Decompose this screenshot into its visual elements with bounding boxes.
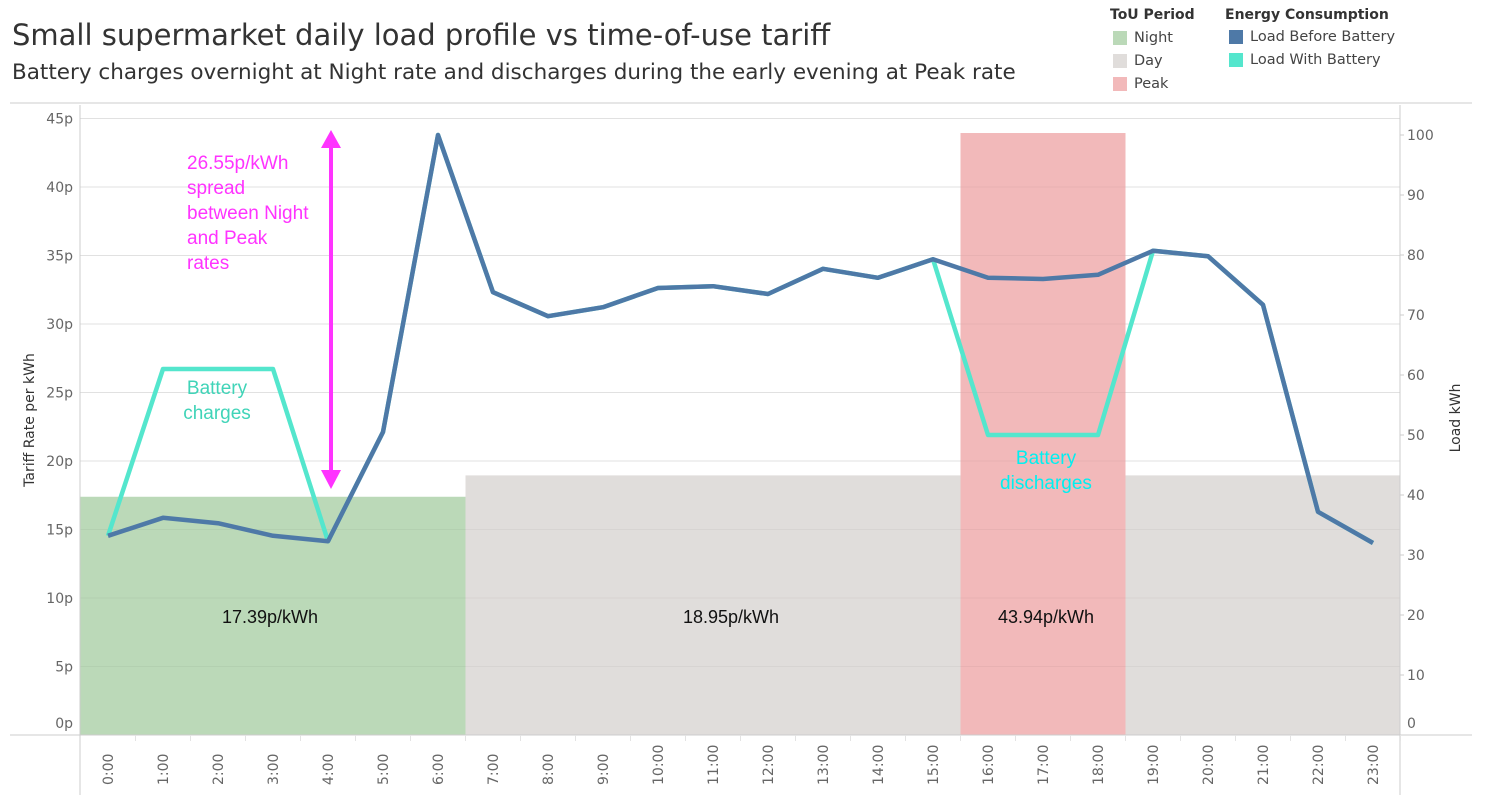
y-right-tick: 0 (1407, 716, 1416, 732)
y-right-tick: 90 (1407, 188, 1425, 204)
x-tick-label: 1:00 (156, 754, 172, 785)
night-swatch (1113, 31, 1127, 45)
legend-label: Peak (1134, 76, 1169, 92)
x-tick-label: 22:00 (1311, 745, 1327, 785)
legend-label: Load Before Battery (1250, 29, 1396, 45)
x-tick-label: 18:00 (1091, 745, 1107, 785)
y-right-tick: 10 (1407, 668, 1425, 684)
y-right-tick: 80 (1407, 248, 1425, 264)
x-tick-label: 12:00 (761, 745, 777, 785)
spread-annotation-line: 26.55p/kWh (187, 153, 288, 174)
peak-swatch (1113, 77, 1127, 91)
x-tick-label: 3:00 (266, 754, 282, 785)
legend-label: Night (1134, 30, 1173, 46)
x-tick-label: 2:00 (211, 754, 227, 785)
legend-item-load-with: Load With Battery (1229, 52, 1381, 68)
x-tick-label: 9:00 (596, 754, 612, 785)
y-left-tick: 40p (46, 180, 73, 196)
y-left-tick: 45p (46, 112, 73, 128)
legend-item-day: Day (1113, 53, 1163, 69)
charges-annotation-line: Battery (187, 378, 248, 399)
y-right-tick: 30 (1407, 548, 1425, 564)
y-left-tick: 35p (46, 249, 73, 265)
y-left-tick: 30p (46, 317, 73, 333)
x-tick-label: 11:00 (706, 745, 722, 785)
legend-item-load-before: Load Before Battery (1229, 29, 1395, 45)
y-right-tick: 100 (1407, 128, 1434, 144)
discharges-annotation-line: discharges (1000, 473, 1092, 494)
y-left-tick: 25p (46, 386, 73, 402)
y-right-label: Load kWh (1448, 384, 1464, 453)
arrow-down-icon (321, 470, 341, 489)
x-tick-label: 14:00 (871, 745, 887, 785)
y-left-tick: 0p (55, 716, 73, 732)
y-right-tick: 60 (1407, 368, 1425, 384)
x-tick-label: 8:00 (541, 754, 557, 785)
y-left-tick: 20p (46, 454, 73, 470)
y-left-tick: 5p (55, 660, 73, 676)
spread-annotation-line: between Night (187, 203, 309, 224)
legend-tou-title: ToU Period (1110, 7, 1195, 23)
legend-item-peak: Peak (1113, 76, 1168, 92)
spread-annotation-line: rates (187, 253, 229, 274)
x-tick-label: 0:00 (101, 754, 117, 785)
x-tick-label: 19:00 (1146, 745, 1162, 785)
x-tick-label: 21:00 (1256, 745, 1272, 785)
y-right-tick: 50 (1407, 428, 1425, 444)
spread-annotation-line: spread (187, 178, 245, 199)
x-tick-label: 5:00 (376, 754, 392, 785)
chart-subtitle: Battery charges overnight at Night rate … (12, 60, 1016, 85)
x-tick-label: 7:00 (486, 754, 502, 785)
tou-bar-day (465, 475, 1400, 735)
load-before-swatch (1229, 30, 1243, 44)
chart-title: Small supermarket daily load profile vs … (12, 18, 831, 52)
x-tick-label: 17:00 (1036, 745, 1052, 785)
bar-label-night: 17.39p/kWh (222, 607, 318, 627)
legend-item-night: Night (1113, 30, 1173, 46)
day-swatch (1113, 54, 1127, 68)
y-left-tick: 10p (46, 591, 73, 607)
y-right-tick: 70 (1407, 308, 1425, 324)
x-tick-label: 4:00 (321, 754, 337, 785)
x-tick-label: 10:00 (651, 745, 667, 785)
y-right-tick: 40 (1407, 488, 1425, 504)
legend-label: Load With Battery (1250, 52, 1381, 68)
legend-energy-title: Energy Consumption (1225, 7, 1389, 23)
x-tick-label: 23:00 (1366, 745, 1382, 785)
discharges-annotation-line: Battery (1016, 448, 1077, 469)
arrow-up-icon (321, 130, 341, 148)
x-tick-label: 20:00 (1201, 745, 1217, 785)
x-tick-label: 13:00 (816, 745, 832, 785)
y-left-tick: 15p (46, 523, 73, 539)
charges-annotation-line: charges (183, 403, 251, 424)
series-line-load-before-battery (107, 132, 1375, 545)
y-right-tick: 20 (1407, 608, 1425, 624)
x-tick-label: 15:00 (926, 745, 942, 785)
x-tick-label: 16:00 (981, 745, 997, 785)
load-with-swatch (1229, 53, 1243, 67)
bar-label-peak: 43.94p/kWh (998, 607, 1094, 627)
bar-label-day: 18.95p/kWh (683, 607, 779, 627)
y-left-label: Tariff Rate per kWh (22, 353, 38, 488)
x-tick-label: 6:00 (431, 754, 447, 785)
legend-label: Day (1134, 53, 1163, 69)
spread-annotation-line: and Peak (187, 228, 268, 249)
